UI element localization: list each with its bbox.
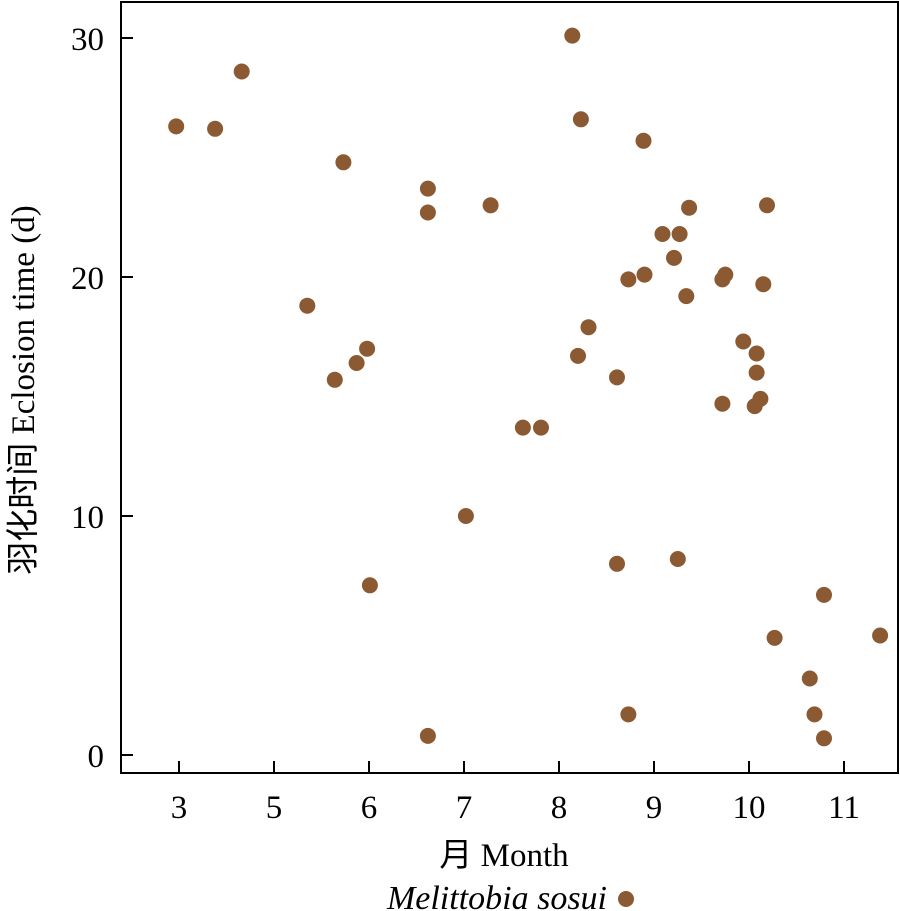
axis-ticks: 3 5 6 7 8 9 10 11 0 10 20 30 [71, 22, 860, 826]
x-tick-label: 8 [551, 790, 568, 826]
data-point [669, 551, 686, 567]
data-point [816, 586, 832, 603]
data-point [735, 333, 752, 350]
data-point [681, 199, 698, 216]
data-point [620, 271, 637, 288]
data-point [636, 266, 653, 283]
data-point [872, 627, 889, 644]
data-point [482, 197, 499, 214]
data-point [419, 727, 436, 744]
data-point [514, 419, 531, 436]
data-point [748, 345, 765, 362]
data-point [752, 390, 769, 407]
data-point [326, 371, 343, 388]
data-point [564, 27, 581, 44]
data-point [207, 120, 224, 137]
data-point [609, 555, 625, 572]
x-tick-label: 6 [361, 790, 378, 826]
data-point [806, 706, 823, 723]
data-point [609, 369, 625, 386]
data-point [299, 297, 316, 314]
data-point [168, 118, 185, 135]
data-point [671, 226, 688, 242]
legend-marker [618, 891, 634, 907]
data-point [361, 577, 378, 594]
data-point [714, 395, 731, 412]
y-tick-label: 20 [71, 261, 104, 297]
y-axis-label: 羽化时间 Eclosion time (d) [5, 205, 42, 574]
plot-frame [120, 1, 899, 774]
x-axis-label: 月 Month [439, 838, 569, 874]
y-tick-label: 30 [71, 22, 104, 58]
x-tick-label: 3 [171, 790, 188, 826]
data-point [816, 730, 832, 747]
data-point [233, 63, 250, 80]
y-tick-label: 10 [71, 500, 104, 536]
data-point [759, 197, 775, 214]
data-point [620, 706, 637, 723]
x-tick-label: 5 [266, 790, 283, 826]
data-point [755, 276, 772, 293]
x-tick-label: 7 [456, 790, 473, 826]
data-point [419, 204, 436, 221]
data-point [766, 629, 783, 646]
data-point [748, 364, 765, 381]
legend-label: Melittobia sosui [386, 880, 607, 911]
x-tick-label: 10 [733, 790, 766, 826]
data-point [533, 419, 549, 436]
data-point [348, 355, 365, 371]
data-point [635, 132, 652, 149]
data-point [572, 111, 589, 128]
x-tick-label: 11 [828, 790, 860, 826]
data-point [419, 180, 436, 197]
data-point [717, 266, 734, 283]
x-tick-label: 9 [646, 790, 663, 826]
data-point [457, 508, 474, 524]
data-points [168, 27, 889, 747]
data-point [678, 288, 695, 305]
data-point [654, 226, 671, 242]
data-point [335, 154, 352, 171]
data-point [801, 670, 818, 687]
data-point [666, 249, 682, 266]
data-point [580, 319, 597, 336]
data-point [570, 347, 586, 364]
y-tick-label: 0 [88, 739, 105, 775]
data-point [359, 340, 376, 357]
